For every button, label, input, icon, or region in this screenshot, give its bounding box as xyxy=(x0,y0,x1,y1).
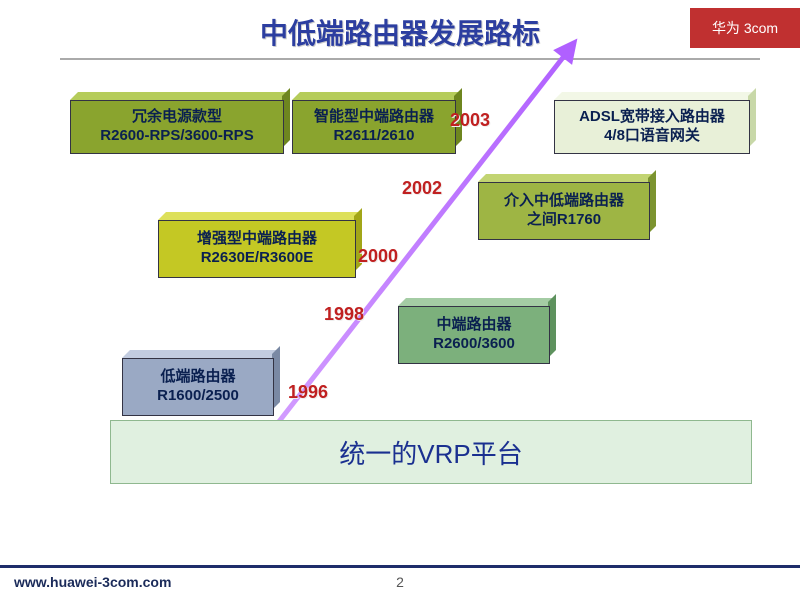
year-2003: 2003 xyxy=(450,110,490,131)
box-low: 低端路由器R1600/2500 xyxy=(122,350,280,414)
box-rps: 冗余电源款型R2600-RPS/3600-RPS xyxy=(70,92,290,152)
box-mid: 中端路由器R2600/3600 xyxy=(398,298,556,362)
footer-divider xyxy=(0,565,800,568)
title-divider xyxy=(60,58,760,60)
platform-box: 统一的VRP平台 xyxy=(110,420,752,484)
year-2000: 2000 xyxy=(358,246,398,267)
box-line2: R2600-RPS/3600-RPS xyxy=(100,127,253,146)
slide-title: 中低端路由器发展路标 xyxy=(0,12,800,52)
platform-label: 统一的VRP平台 xyxy=(339,434,522,471)
box-line1: 低端路由器 xyxy=(160,368,235,387)
year-1996: 1996 xyxy=(288,382,328,403)
box-adsl: ADSL宽带接入路由器4/8口语音网关 xyxy=(554,92,756,152)
year-1998: 1998 xyxy=(324,304,364,325)
box-line2: R2611/2610 xyxy=(334,127,415,146)
page-number: 2 xyxy=(0,574,800,590)
year-2002: 2002 xyxy=(402,178,442,199)
box-line2: 4/8口语音网关 xyxy=(604,127,700,146)
box-line2: R1600/2500 xyxy=(157,387,239,406)
slide-root: { "title": "中低端路由器发展路标", "logo_text": "华… xyxy=(0,0,800,600)
box-line1: 中端路由器 xyxy=(436,316,511,335)
box-line1: 冗余电源款型 xyxy=(132,108,222,127)
box-line2: R2600/3600 xyxy=(433,335,515,354)
box-smart: 智能型中端路由器R2611/2610 xyxy=(292,92,462,152)
box-enhanced: 增强型中端路由器R2630E/R3600E xyxy=(158,212,362,276)
box-line1: 介入中低端路由器 xyxy=(504,192,624,211)
box-line2: 之间R1760 xyxy=(527,211,601,230)
box-line2: R2630E/R3600E xyxy=(201,249,314,268)
box-line1: 增强型中端路由器 xyxy=(197,230,317,249)
brand-logo: 华为 3com xyxy=(690,8,800,48)
box-line1: ADSL宽带接入路由器 xyxy=(579,108,725,127)
box-r1760: 介入中低端路由器之间R1760 xyxy=(478,174,656,238)
box-line1: 智能型中端路由器 xyxy=(314,108,434,127)
